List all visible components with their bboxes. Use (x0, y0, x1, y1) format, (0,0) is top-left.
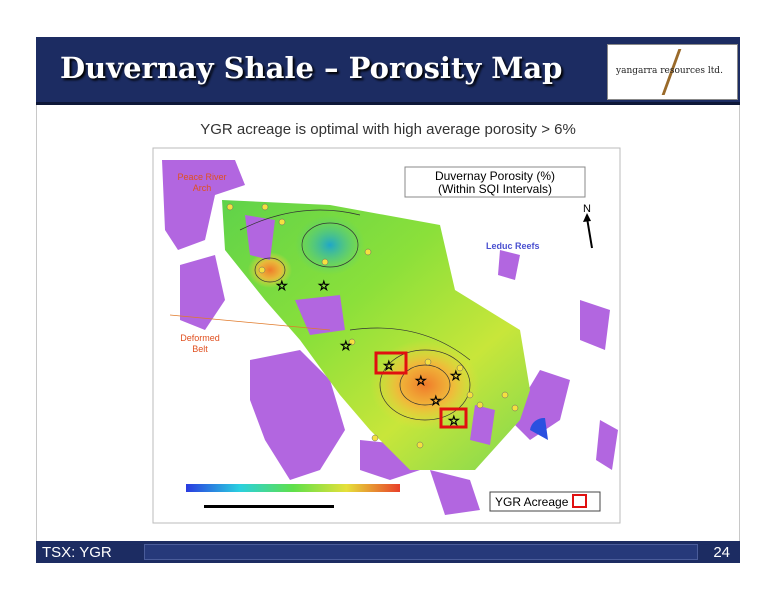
legend-box (404, 166, 586, 198)
deformed-label: Deformed (180, 333, 220, 343)
distance-scale (204, 505, 334, 508)
page-number: 24 (713, 544, 730, 561)
low-porosity (295, 215, 365, 275)
reefs-on-surface (245, 215, 495, 445)
blue-patch (530, 417, 548, 440)
footer-band (144, 544, 698, 560)
north-head (583, 213, 591, 222)
color-scale (186, 484, 400, 492)
peace-river-label: Peace River (177, 172, 226, 182)
footer-bar: TSX: YGR 24 (36, 541, 740, 563)
footer-ticker: TSX: YGR (42, 544, 112, 561)
slide-title: Duvernay Shale – Porosity Map (60, 51, 563, 85)
subtitle: YGR acreage is optimal with high average… (200, 121, 576, 138)
svg-text:☆: ☆ (415, 373, 427, 388)
deformed-label: Belt (192, 344, 208, 354)
svg-text:☆: ☆ (383, 358, 395, 373)
leduc-label: Leduc Reefs (486, 241, 540, 251)
wells (226, 203, 519, 449)
logo: yangarra resources ltd. (607, 44, 738, 100)
legend-title: Duvernay Porosity (%) (435, 169, 555, 183)
acreage-legend-label: YGR Acreage (495, 495, 569, 509)
svg-text:☆: ☆ (448, 413, 460, 428)
svg-text:☆: ☆ (276, 278, 288, 293)
north-label: N (583, 203, 591, 215)
svg-text:☆: ☆ (340, 338, 352, 353)
deformation-front (169, 314, 331, 331)
star-wells: ☆ ☆☆☆ ☆☆☆☆ (276, 278, 462, 429)
svg-text:☆: ☆ (430, 393, 442, 408)
svg-text:☆: ☆ (450, 368, 462, 383)
acreage-box (374, 351, 408, 375)
svg-text:☆: ☆ (318, 278, 330, 293)
legend-title: (Within SQI Intervals) (438, 182, 552, 196)
acreage-legend-swatch (572, 494, 587, 508)
logo-text: yangarra resources ltd. (616, 66, 723, 76)
acreage-box (439, 407, 468, 429)
peace-river-label: Arch (193, 183, 212, 193)
north-arrow (586, 217, 593, 249)
contours (239, 209, 471, 421)
leduc-reefs (162, 160, 618, 515)
high-porosity (248, 252, 292, 288)
